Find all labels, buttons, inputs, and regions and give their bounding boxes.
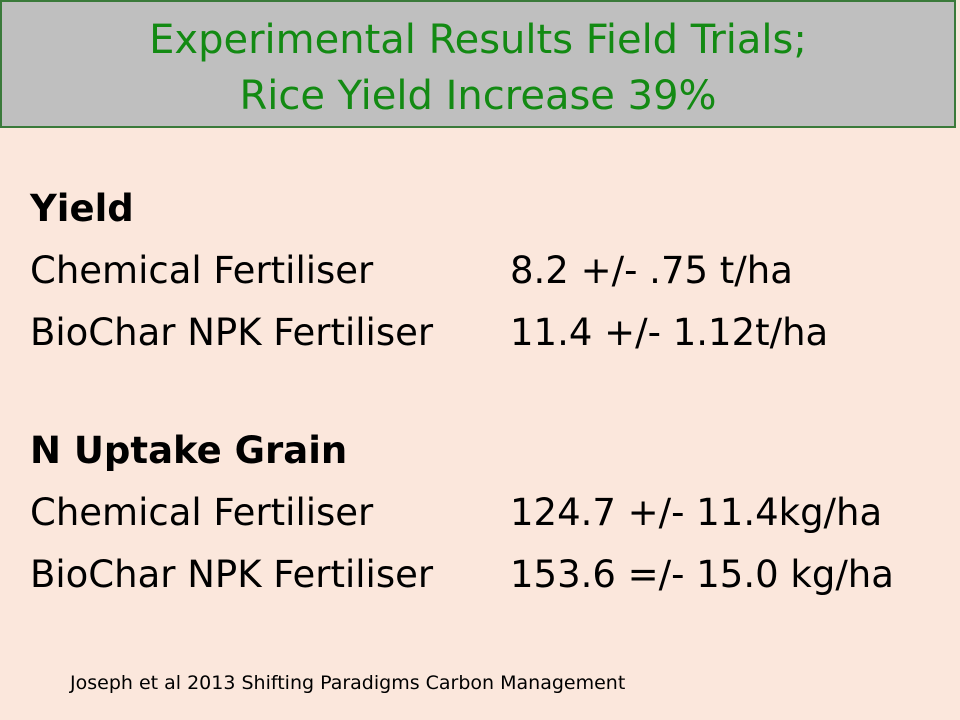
title-line: Experimental Results Field Trials; bbox=[149, 17, 807, 63]
title-line: Rice Yield Increase 39% bbox=[239, 73, 717, 119]
value: 8.2 +/- .75 t/ha bbox=[510, 249, 793, 292]
row: Chemical Fertiliser 124.7 +/- 11.4kg/ha bbox=[30, 482, 894, 544]
label: Chemical Fertiliser bbox=[30, 249, 374, 292]
header: Experimental Results Field Trials; Rice … bbox=[0, 0, 956, 128]
section: N Uptake Grain Chemical Fertiliser 124.7 … bbox=[30, 420, 894, 606]
value: 124.7 +/- 11.4kg/ha bbox=[510, 491, 883, 534]
row: BioChar NPK Fertiliser 11.4 +/- 1.12t/ha bbox=[30, 302, 828, 364]
section: Yield Chemical Fertiliser 8.2 +/- .75 t/h… bbox=[30, 178, 828, 364]
section-heading: N Uptake Grain bbox=[30, 429, 348, 472]
label: Chemical Fertiliser bbox=[30, 491, 374, 534]
row: Chemical Fertiliser 8.2 +/- .75 t/ha bbox=[30, 240, 828, 302]
label: BioChar NPK Fertiliser bbox=[30, 311, 434, 354]
row: BioChar NPK Fertiliser 153.6 =/- 15.0 kg/… bbox=[30, 544, 894, 606]
value: 11.4 +/- 1.12t/ha bbox=[510, 311, 829, 354]
label: BioChar NPK Fertiliser bbox=[30, 553, 434, 596]
citation: Joseph et al 2013 Shifting Paradigms Car… bbox=[70, 672, 626, 694]
value: 153.6 =/- 15.0 kg/ha bbox=[510, 553, 894, 596]
section-heading: Yield bbox=[30, 187, 134, 230]
